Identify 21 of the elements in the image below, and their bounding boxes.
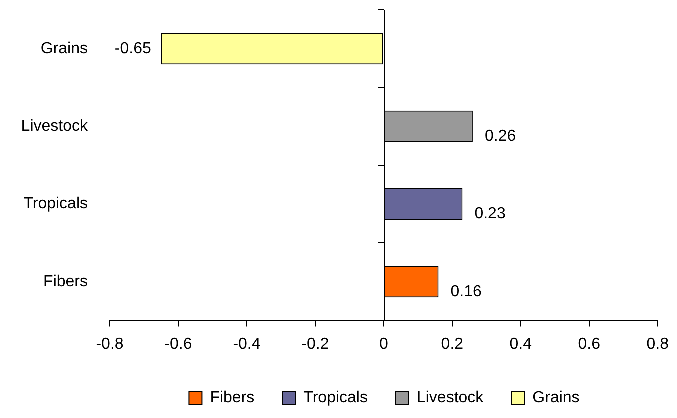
x-tick-label: -0.6	[164, 336, 192, 353]
y-tick-label: Grains	[40, 40, 88, 58]
legend-label: Livestock	[416, 389, 485, 406]
data-label: 0.16	[450, 283, 482, 300]
y-tick-label: Livestock	[21, 118, 89, 135]
x-tick-label: 0	[379, 336, 388, 353]
x-tick-label: -0.2	[302, 336, 330, 353]
x-tick-label: 0.2	[441, 336, 464, 353]
data-label: 0.26	[484, 128, 516, 145]
y-tick-label: Tropicals	[24, 196, 88, 213]
x-tick-label: -0.4	[233, 336, 261, 353]
x-tick-label: 0.8	[646, 336, 670, 353]
legend-label: Tropicals	[304, 389, 368, 406]
x-tick-label: 0.4	[510, 336, 532, 353]
legend-label: Grains	[532, 389, 580, 406]
data-label: -0.65	[114, 40, 152, 58]
data-label: 0.23	[474, 206, 506, 223]
legend-label: Fibers	[210, 389, 255, 406]
x-tick-label: 0.6	[578, 336, 601, 353]
x-tick-label: -0.8	[96, 336, 124, 353]
y-tick-label: Fibers	[44, 273, 88, 290]
